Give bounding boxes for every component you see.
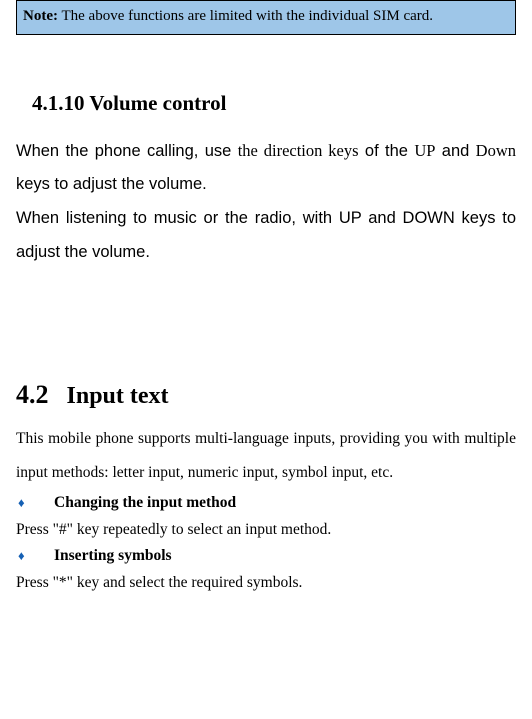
bullet-row-2: ♦ Inserting symbols <box>16 547 516 565</box>
p1g: keys to adjust the volume. <box>16 175 207 193</box>
p1a: When the phone calling, use <box>16 142 238 160</box>
p1f: Down <box>476 141 516 160</box>
p1c: of the <box>359 142 415 160</box>
note-label: Note: <box>23 8 58 24</box>
bullet2-label: Inserting symbols <box>54 547 172 565</box>
bullet1-label: Changing the input method <box>54 494 236 512</box>
note-box: Note: The above functions are limited wi… <box>16 0 516 35</box>
section-heading-4-2: 4.2 Input text <box>16 380 532 410</box>
p2: When listening to music or the radio, wi… <box>16 209 516 261</box>
p1d: UP <box>414 141 435 160</box>
p1e: and <box>435 142 475 160</box>
section-heading-4-1-10: 4.1.10 Volume control <box>32 91 532 116</box>
sec-title: Input text <box>67 383 169 409</box>
diamond-icon: ♦ <box>16 548 54 564</box>
volume-control-body: When the phone calling, use the directio… <box>16 134 516 270</box>
input-text-intro: This mobile phone supports multi-languag… <box>16 422 516 490</box>
p1b: the direction keys <box>238 141 359 160</box>
bullet-row-1: ♦ Changing the input method <box>16 494 516 512</box>
bullet2-text: Press "*" key and select the required sy… <box>16 571 516 596</box>
bullet1-text: Press "#" key repeatedly to select an in… <box>16 518 516 543</box>
note-text: The above functions are limited with the… <box>58 8 433 24</box>
diamond-icon: ♦ <box>16 495 54 511</box>
sec-num: 4.2 <box>16 380 49 409</box>
